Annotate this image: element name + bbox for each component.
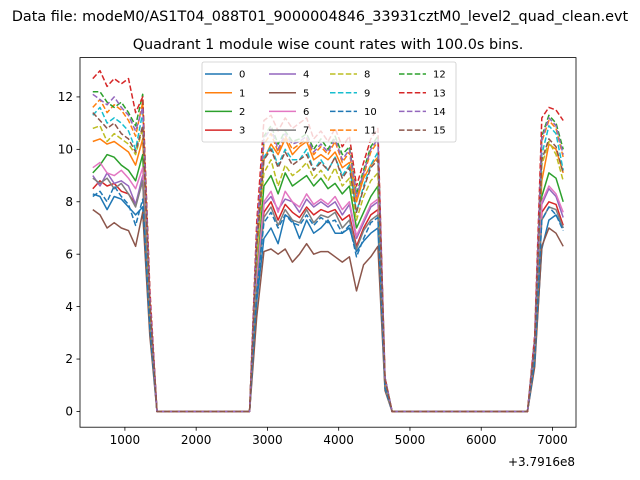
legend-label-13: 13 — [433, 88, 446, 99]
x-tick-label: 3000 — [252, 433, 283, 447]
x-tick-label: 4000 — [323, 433, 354, 447]
legend-label-6: 6 — [303, 107, 309, 118]
series-15-line — [92, 112, 564, 413]
y-tick-label: 2 — [65, 352, 73, 366]
y-tick-label: 10 — [58, 143, 73, 157]
legend-label-14: 14 — [433, 107, 446, 118]
x-axis: 1000 2000 3000 4000 5000 6000 7000 — [110, 427, 568, 447]
legend-label-1: 1 — [239, 88, 245, 99]
suptitle: Data file: modeM0/AS1T04_088T01_90000048… — [12, 9, 629, 25]
chart-title: Quadrant 1 module wise count rates with … — [133, 37, 524, 53]
legend-label-3: 3 — [239, 126, 245, 137]
legend-label-15: 15 — [433, 126, 446, 137]
legend-label-10: 10 — [364, 107, 377, 118]
x-offset-label: +3.7916e8 — [508, 455, 575, 469]
legend-label-4: 4 — [303, 70, 309, 81]
x-tick-label: 5000 — [395, 433, 426, 447]
legend-label-5: 5 — [303, 88, 309, 99]
x-tick-label: 2000 — [181, 433, 212, 447]
legend-box — [201, 61, 457, 143]
series-layer — [92, 69, 564, 413]
x-tick-label: 1000 — [110, 433, 141, 447]
x-tick-label: 6000 — [466, 433, 497, 447]
legend-label-9: 9 — [364, 88, 370, 99]
y-tick-label: 0 — [65, 405, 73, 419]
y-tick-label: 4 — [65, 300, 73, 314]
legend-label-7: 7 — [303, 126, 309, 137]
legend-label-11: 11 — [364, 126, 377, 137]
y-axis: 0 2 4 6 8 10 12 — [58, 90, 80, 419]
y-tick-label: 6 — [65, 247, 73, 261]
legend-label-2: 2 — [239, 107, 245, 118]
series-10-line — [92, 185, 564, 413]
legend-label-12: 12 — [433, 70, 446, 81]
y-tick-label: 8 — [65, 195, 73, 209]
x-tick-label: 7000 — [537, 433, 568, 447]
y-tick-label: 12 — [58, 90, 73, 104]
plot-frame — [79, 57, 577, 428]
legend-label-0: 0 — [239, 70, 245, 81]
legend-label-8: 8 — [364, 70, 370, 81]
